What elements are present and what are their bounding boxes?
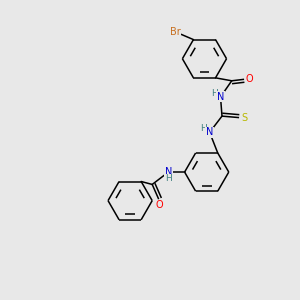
Text: H: H [200,124,206,133]
Text: Br: Br [170,27,181,37]
Text: N: N [206,127,213,137]
Text: H: H [211,89,218,98]
Text: O: O [155,200,163,210]
Text: S: S [241,112,248,123]
Text: O: O [246,74,253,84]
Text: H: H [165,174,172,183]
Text: N: N [217,92,224,102]
Text: N: N [165,167,172,177]
